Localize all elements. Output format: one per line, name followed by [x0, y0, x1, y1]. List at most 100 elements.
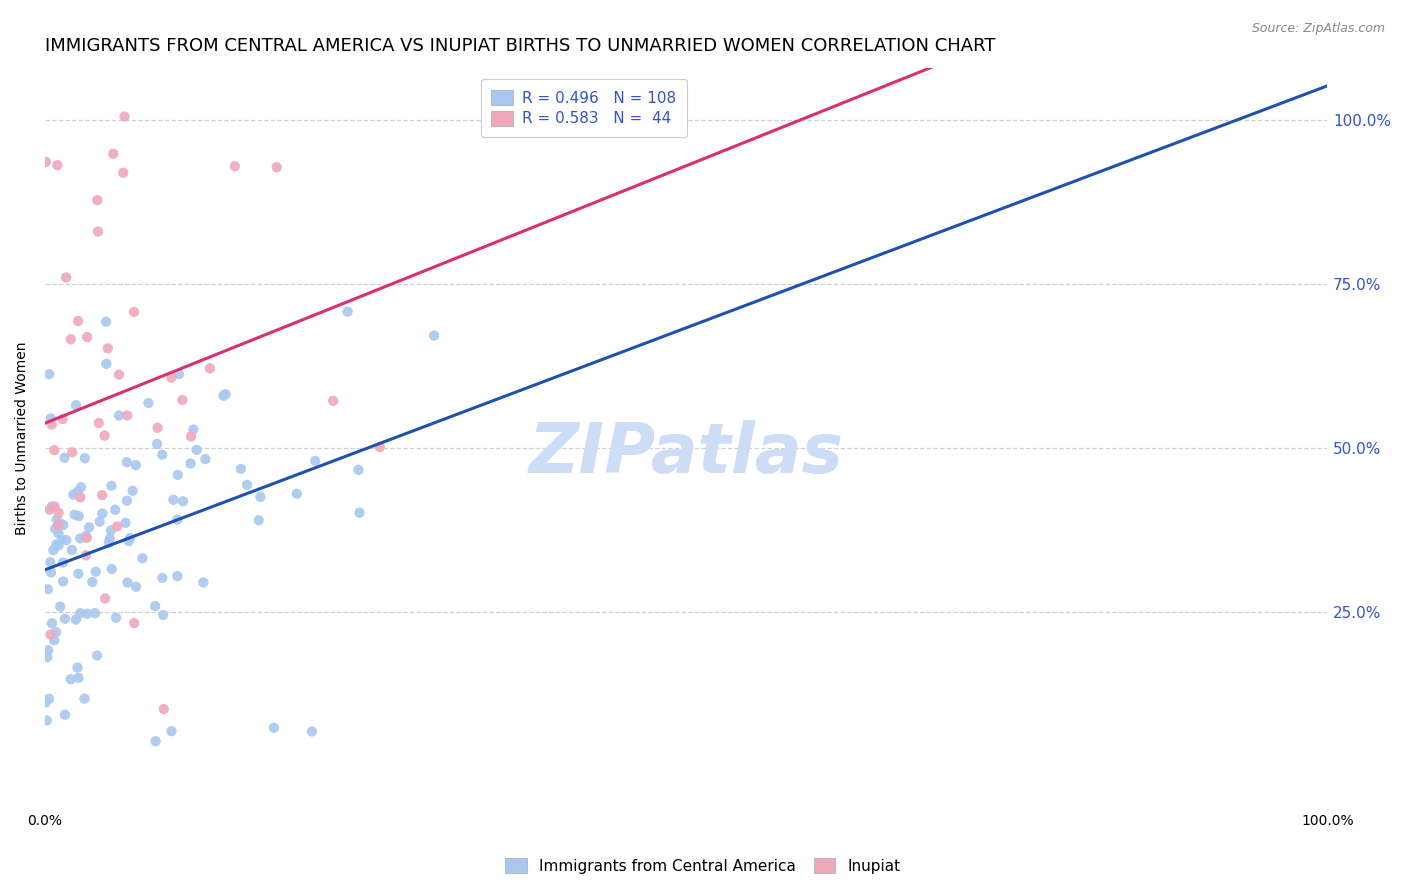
Point [247, 513, 270, 527]
Text: ZIPatlas: ZIPatlas [529, 420, 844, 487]
Point [115, 409, 138, 423]
Point [37, 582, 59, 597]
Point [66, 484, 89, 499]
Point [48, 506, 70, 520]
Point [229, 462, 252, 476]
Point [51, 533, 73, 547]
Point [336, 304, 359, 318]
Point [100, 562, 122, 576]
Point [125, 580, 148, 594]
Point [266, 161, 288, 175]
Point [48, 518, 70, 533]
Point [100, 524, 122, 538]
Point [82, 574, 104, 589]
Point [76, 531, 98, 545]
Point [65, 613, 87, 627]
Point [91, 507, 114, 521]
Point [62, 488, 84, 502]
Point [73, 691, 96, 706]
Legend: Immigrants from Central America, Inupiat: Immigrants from Central America, Inupiat [499, 852, 907, 880]
Point [103, 146, 125, 161]
Point [69, 532, 91, 546]
Point [143, 599, 166, 613]
Point [236, 478, 259, 492]
Point [180, 429, 202, 443]
Point [122, 615, 145, 630]
Point [162, 492, 184, 507]
Point [322, 393, 344, 408]
Point [167, 367, 190, 381]
Point [131, 551, 153, 566]
Point [60, 445, 83, 459]
Point [39, 555, 62, 569]
Point [112, 166, 135, 180]
Point [117, 575, 139, 590]
Point [94, 591, 117, 606]
Point [42, 543, 65, 558]
Point [150, 448, 173, 462]
Point [55, 533, 77, 548]
Point [285, 487, 308, 501]
Point [152, 702, 174, 716]
Legend: R = 0.496   N = 108, R = 0.583   N =  44: R = 0.496 N = 108, R = 0.583 N = 44 [481, 79, 686, 137]
Point [125, 458, 148, 472]
Point [52, 517, 75, 532]
Point [35, 714, 58, 728]
Point [104, 503, 127, 517]
Point [166, 467, 188, 482]
Point [122, 305, 145, 319]
Point [44, 500, 66, 514]
Point [44, 633, 66, 648]
Point [121, 483, 143, 498]
Point [86, 193, 108, 207]
Point [146, 437, 169, 451]
Point [76, 330, 98, 344]
Point [52, 412, 75, 426]
Point [108, 368, 131, 382]
Point [41, 417, 63, 432]
Point [97, 342, 120, 356]
Point [76, 607, 98, 621]
Point [118, 534, 141, 549]
Point [214, 387, 236, 401]
Point [53, 707, 76, 722]
Point [67, 566, 90, 581]
Point [349, 506, 371, 520]
Point [145, 734, 167, 748]
Point [166, 513, 188, 527]
Point [45, 625, 67, 640]
Point [65, 398, 87, 412]
Point [89, 515, 111, 529]
Point [73, 451, 96, 466]
Point [212, 389, 235, 403]
Point [172, 494, 194, 508]
Point [115, 493, 138, 508]
Text: Source: ZipAtlas.com: Source: ZipAtlas.com [1251, 22, 1385, 36]
Point [108, 409, 131, 423]
Point [69, 606, 91, 620]
Point [301, 724, 323, 739]
Point [60, 543, 83, 558]
Point [37, 650, 59, 665]
Point [38, 502, 60, 516]
Point [160, 724, 183, 739]
Point [75, 549, 97, 563]
Point [224, 159, 246, 173]
Point [53, 450, 76, 465]
Point [59, 332, 82, 346]
Point [53, 612, 76, 626]
Point [94, 315, 117, 329]
Text: IMMIGRANTS FROM CENTRAL AMERICA VS INUPIAT BIRTHS TO UNMARRIED WOMEN CORRELATION: IMMIGRANTS FROM CENTRAL AMERICA VS INUPI… [45, 37, 995, 55]
Point [67, 314, 90, 328]
Point [41, 500, 63, 514]
Point [368, 440, 391, 454]
Point [166, 569, 188, 583]
Point [179, 457, 201, 471]
Point [91, 488, 114, 502]
Point [181, 423, 204, 437]
Point [84, 606, 107, 620]
Point [249, 490, 271, 504]
Point [39, 627, 62, 641]
Point [45, 537, 67, 551]
Point [49, 516, 72, 531]
